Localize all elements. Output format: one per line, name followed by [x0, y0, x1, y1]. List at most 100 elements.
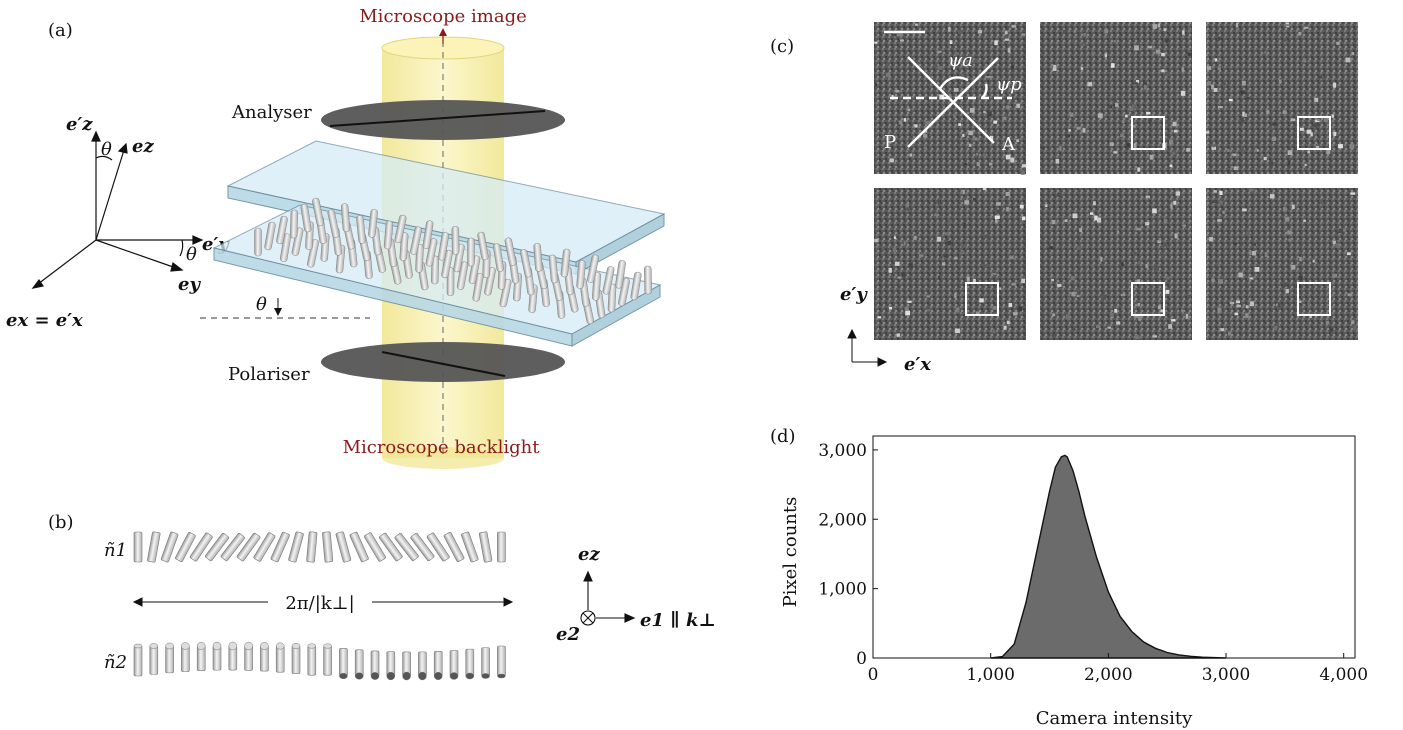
speckle — [1303, 58, 1307, 63]
speckle — [1138, 316, 1142, 321]
panel-b-tag: (b) — [48, 512, 74, 533]
speckle — [1272, 122, 1277, 126]
speckle — [1111, 97, 1114, 102]
speckle — [1252, 243, 1256, 246]
speckle — [1333, 131, 1337, 136]
speckle — [888, 267, 892, 273]
n2-director — [149, 645, 159, 675]
b-e1-k-label: e1 ∥ k⊥ — [640, 610, 716, 631]
speckle — [888, 306, 893, 310]
speckle — [1316, 118, 1320, 121]
n2-director — [323, 645, 332, 676]
speckle — [968, 143, 972, 147]
speckle — [986, 76, 992, 79]
speckle — [1246, 230, 1250, 236]
speckle — [1040, 146, 1045, 149]
histogram-chart: 0 1,000 2,000 3,000 4,000 0 1,000 2,000 3,000 — [818, 435, 1368, 685]
speckle — [1307, 150, 1310, 154]
speckle — [1049, 246, 1054, 250]
speckle — [1145, 263, 1149, 268]
speckle — [1073, 30, 1076, 33]
speckle — [1091, 51, 1096, 55]
coordinate-frame — [31, 130, 204, 289]
y-axis-label: Pixel counts — [780, 497, 801, 608]
speckle — [1236, 300, 1241, 304]
speckle — [1235, 22, 1239, 28]
speckle — [1007, 47, 1011, 53]
speckle — [1115, 102, 1119, 107]
speckle — [1188, 294, 1192, 299]
lc-molecule — [307, 239, 319, 268]
speckle — [906, 207, 910, 212]
speckle — [1017, 306, 1023, 312]
speckle — [960, 250, 965, 255]
speckle — [1131, 125, 1136, 128]
n1-director — [443, 532, 465, 562]
speckle — [1053, 64, 1057, 70]
speckle — [1113, 151, 1118, 154]
region-of-interest-box — [1297, 282, 1331, 316]
speckle — [1347, 293, 1353, 297]
speckle — [1211, 146, 1217, 150]
micrograph-tile — [1206, 188, 1358, 340]
speckle — [1269, 194, 1275, 199]
speckle — [1279, 79, 1282, 84]
speckle — [1298, 275, 1303, 281]
psi-p-label: ψp — [996, 74, 1022, 95]
speckle — [982, 188, 987, 191]
speckle — [1249, 301, 1255, 307]
speckle — [1323, 117, 1328, 123]
speckle — [1315, 119, 1320, 123]
lc-molecule — [291, 227, 304, 256]
image-axes — [847, 328, 888, 367]
n2-director-cap — [133, 643, 143, 649]
speckle — [992, 306, 997, 310]
y-tick-label: 0 — [856, 649, 867, 669]
speckle — [995, 218, 998, 224]
speckle — [1240, 146, 1244, 152]
speckle — [1111, 63, 1115, 68]
speckle — [1304, 163, 1307, 167]
panel-c-tag: (c) — [770, 36, 794, 57]
speckle — [1220, 328, 1225, 332]
n1-label: ñ1 — [104, 540, 127, 561]
speckle — [976, 155, 979, 160]
lc-molecule — [289, 209, 299, 239]
speckle — [1110, 312, 1114, 318]
speckle — [1274, 323, 1279, 328]
period-arrow — [132, 597, 514, 607]
speckle — [983, 111, 986, 114]
speckle — [1331, 114, 1334, 118]
speckle — [972, 85, 975, 91]
speckle — [1137, 302, 1140, 307]
speckle — [1011, 25, 1017, 28]
speckle — [934, 213, 937, 217]
speckle — [889, 158, 894, 163]
speckle — [1338, 144, 1343, 149]
n2-director — [339, 648, 348, 677]
speckle — [1232, 153, 1237, 157]
speckle — [1188, 52, 1192, 56]
speckle — [1158, 305, 1161, 310]
speckle — [1284, 282, 1287, 287]
n1-director — [270, 531, 290, 563]
speckle — [1242, 111, 1245, 117]
speckle — [1071, 39, 1075, 44]
speckle — [958, 29, 963, 34]
speckle — [1274, 326, 1278, 331]
speckle — [1173, 309, 1177, 314]
speckle — [1233, 242, 1237, 246]
micrograph-tile — [1040, 188, 1192, 340]
n2-director-cap — [481, 673, 490, 679]
lc-molecule — [560, 248, 571, 278]
speckle — [1181, 309, 1184, 312]
speckle — [938, 275, 941, 280]
speckle — [943, 254, 949, 258]
speckle — [1271, 136, 1277, 141]
speckle — [1161, 254, 1165, 257]
speckle — [1352, 52, 1355, 55]
ex-equals-ex-prime-label: ex = e′x — [6, 310, 83, 331]
speckle — [1332, 240, 1336, 244]
speckle — [923, 130, 928, 133]
speckle — [1125, 114, 1128, 118]
